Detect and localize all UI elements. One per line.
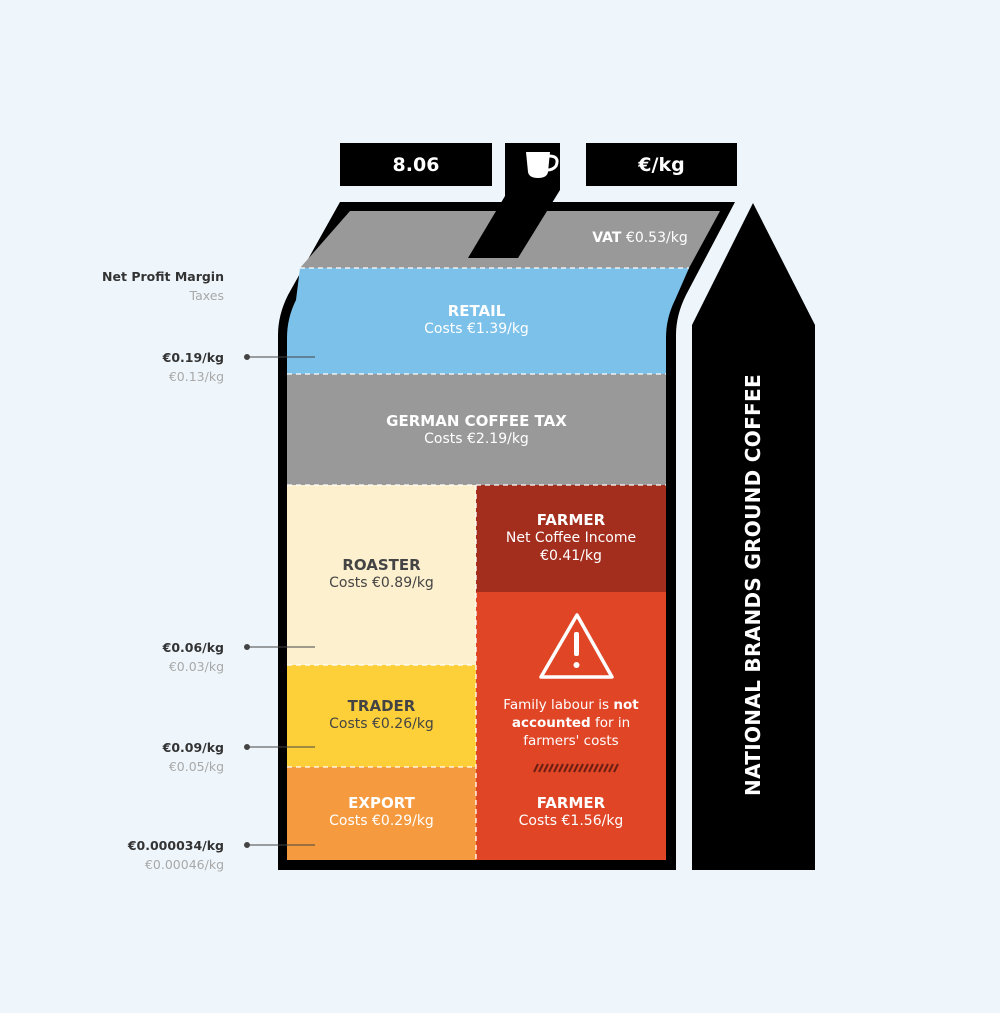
- hatch-decoration: [533, 763, 619, 773]
- margin-retail: €0.19/kg €0.13/kg: [162, 350, 224, 384]
- trader-label: TRADER Costs €0.26/kg: [329, 697, 434, 732]
- coffee-cup-icon: [526, 152, 559, 178]
- german-tax-segment: [287, 374, 666, 485]
- margin-roaster: €0.06/kg €0.03/kg: [162, 640, 224, 674]
- spout: [468, 185, 560, 258]
- retail-segment: [287, 268, 689, 374]
- dividers: [287, 267, 689, 860]
- tax-label: GERMAN COFFEE TAX Costs €2.19/kg: [386, 412, 567, 447]
- farmer-cost-segment: [476, 592, 666, 860]
- margin-pointers: [244, 354, 315, 848]
- roaster-segment: [287, 485, 476, 665]
- trader-segment: [287, 665, 476, 767]
- retail-label: RETAIL Costs €1.39/kg: [424, 302, 529, 337]
- export-label: EXPORT Costs €0.29/kg: [329, 794, 434, 829]
- farmer-income-segment: [476, 485, 666, 592]
- unit-label: €/kg: [586, 143, 737, 186]
- total-price: 8.06: [340, 143, 492, 186]
- legend: Net Profit Margin Taxes: [102, 269, 224, 303]
- warning-triangle-icon: [539, 613, 614, 679]
- farmer-cost-label: FARMER Costs €1.56/kg: [518, 794, 624, 829]
- roaster-label: ROASTER Costs €0.89/kg: [329, 556, 434, 591]
- vat-label: VAT €0.53/kg: [592, 230, 688, 246]
- side-panel: [692, 203, 815, 870]
- side-label: NATIONAL BRANDS GROUND COFFEE: [741, 374, 765, 796]
- warning-text: Family labour is not accounted for in farm…: [503, 697, 639, 749]
- farmer-income-label: FARMER Net Coffee Income €0.41/kg: [505, 511, 637, 564]
- margin-trader: €0.09/kg €0.05/kg: [162, 740, 224, 774]
- export-segment: [287, 767, 476, 860]
- margin-export: €0.000034/kg €0.00046/kg: [127, 838, 224, 872]
